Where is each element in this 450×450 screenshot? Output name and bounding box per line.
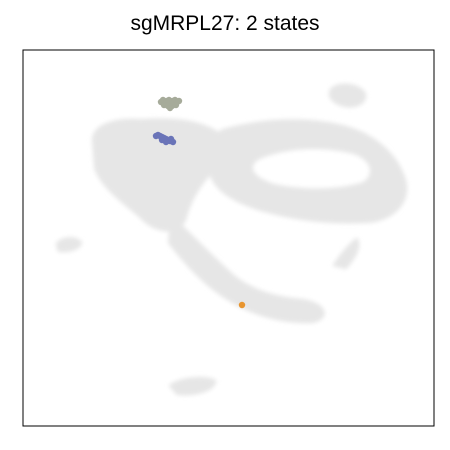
background-cell-region (214, 275, 324, 322)
background-cell-region (332, 237, 360, 270)
background-cell-region (55, 237, 83, 253)
data-point (162, 138, 170, 146)
background-cell-cloud (55, 83, 408, 396)
data-point (172, 101, 180, 109)
plot-frame (22, 49, 435, 427)
background-cell-region (168, 376, 217, 396)
highlighted-cells (152, 96, 246, 309)
background-cell-region (328, 83, 367, 108)
data-point (238, 301, 246, 309)
background-cell-region (253, 149, 370, 189)
data-point (167, 135, 175, 143)
chart-title: sgMRPL27: 2 states (130, 12, 320, 35)
data-point (166, 104, 174, 112)
